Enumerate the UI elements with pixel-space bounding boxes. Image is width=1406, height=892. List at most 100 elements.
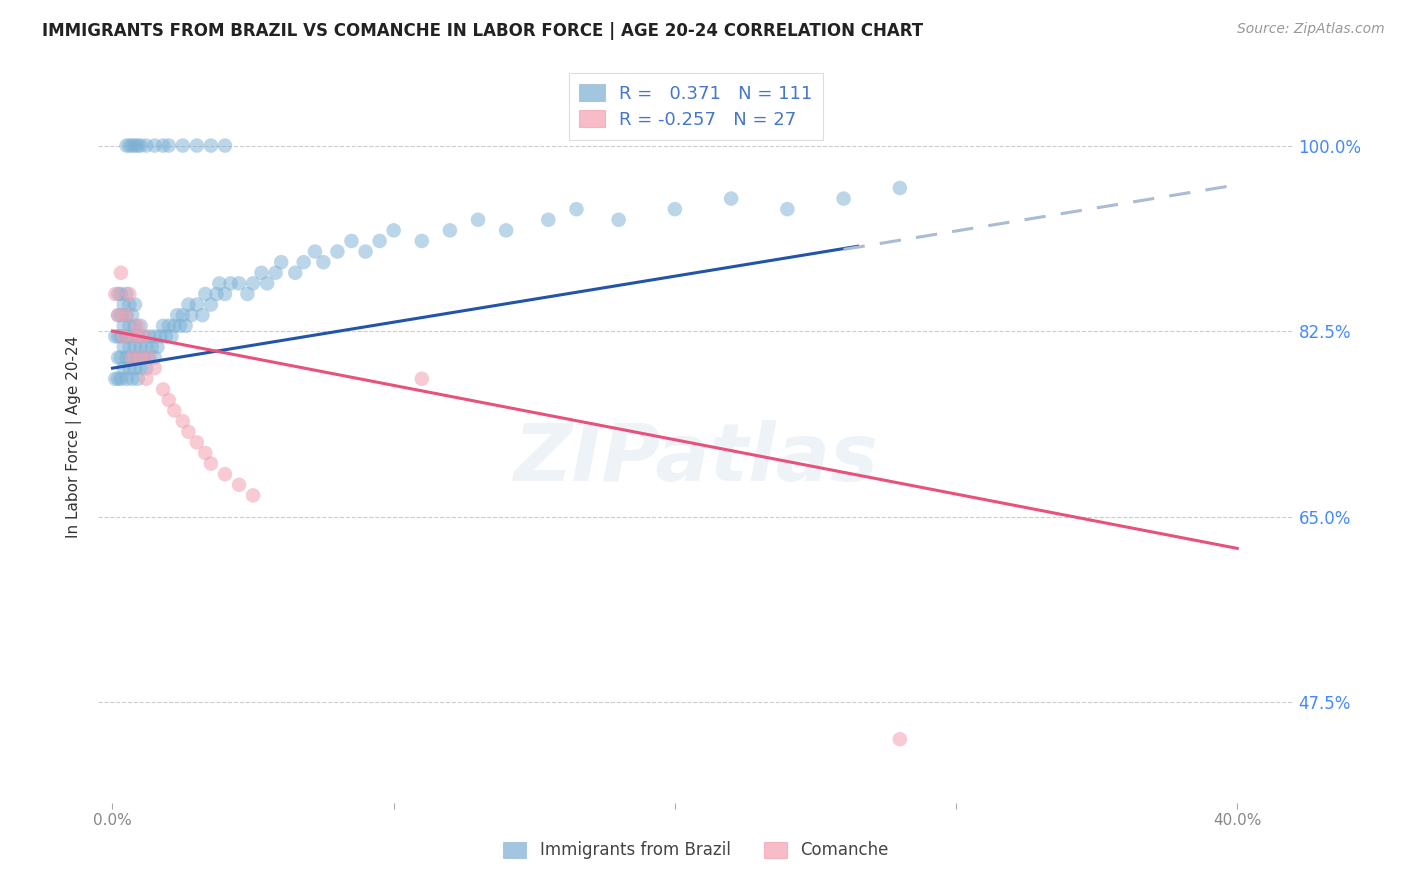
Point <box>160 329 183 343</box>
Point <box>565 202 588 216</box>
Point <box>143 361 166 376</box>
Point <box>115 308 138 322</box>
Point <box>107 308 129 322</box>
Point <box>186 138 208 153</box>
Point <box>776 202 799 216</box>
Point <box>256 277 278 291</box>
Point <box>127 318 149 333</box>
Point <box>194 287 217 301</box>
Point <box>163 403 186 417</box>
Point <box>354 244 377 259</box>
Point <box>132 329 155 343</box>
Point <box>124 297 146 311</box>
Point <box>152 318 174 333</box>
Point <box>250 266 273 280</box>
Point <box>110 372 132 386</box>
Point <box>368 234 391 248</box>
Point <box>127 372 149 386</box>
Text: ZIPatlas: ZIPatlas <box>513 420 879 498</box>
Point <box>107 372 129 386</box>
Point <box>124 318 146 333</box>
Point <box>121 329 143 343</box>
Point <box>132 351 155 365</box>
Point <box>382 223 405 237</box>
Point <box>112 297 135 311</box>
Point <box>112 329 135 343</box>
Point <box>411 372 433 386</box>
Point <box>121 351 143 365</box>
Point <box>104 329 127 343</box>
Point <box>270 255 292 269</box>
Point <box>194 446 217 460</box>
Point <box>228 477 250 491</box>
Point <box>118 138 141 153</box>
Point <box>135 138 157 153</box>
Point <box>169 318 191 333</box>
Point <box>205 287 228 301</box>
Point <box>138 351 160 365</box>
Point <box>135 340 157 354</box>
Text: Source: ZipAtlas.com: Source: ZipAtlas.com <box>1237 22 1385 37</box>
Point <box>127 138 149 153</box>
Point <box>115 308 138 322</box>
Point <box>107 351 129 365</box>
Point <box>889 181 911 195</box>
Point <box>200 457 222 471</box>
Point <box>191 308 214 322</box>
Point <box>172 138 194 153</box>
Point <box>180 308 202 322</box>
Point <box>118 297 141 311</box>
Point <box>132 329 155 343</box>
Point <box>129 351 152 365</box>
Point <box>664 202 686 216</box>
Point <box>118 361 141 376</box>
Point <box>112 361 135 376</box>
Point <box>141 340 163 354</box>
Point <box>115 372 138 386</box>
Point <box>129 340 152 354</box>
Point <box>186 435 208 450</box>
Point <box>124 329 146 343</box>
Point <box>104 287 127 301</box>
Point <box>135 372 157 386</box>
Point <box>110 266 132 280</box>
Point <box>228 277 250 291</box>
Point <box>200 138 222 153</box>
Point <box>236 287 259 301</box>
Point <box>124 138 146 153</box>
Point <box>138 351 160 365</box>
Point <box>118 340 141 354</box>
Point <box>121 351 143 365</box>
Point <box>242 277 264 291</box>
Point <box>304 244 326 259</box>
Point <box>129 361 152 376</box>
Point <box>242 488 264 502</box>
Point <box>143 138 166 153</box>
Point <box>174 318 197 333</box>
Point <box>214 138 236 153</box>
Point <box>115 138 138 153</box>
Point <box>340 234 363 248</box>
Point <box>146 340 169 354</box>
Point <box>155 329 177 343</box>
Point <box>219 277 242 291</box>
Point <box>312 255 335 269</box>
Point <box>157 318 180 333</box>
Point <box>124 340 146 354</box>
Point <box>115 287 138 301</box>
Point <box>152 138 174 153</box>
Point <box>607 212 630 227</box>
Point <box>411 234 433 248</box>
Y-axis label: In Labor Force | Age 20-24: In Labor Force | Age 20-24 <box>66 336 83 538</box>
Point <box>152 383 174 397</box>
Point <box>143 351 166 365</box>
Point <box>149 329 172 343</box>
Point <box>172 414 194 428</box>
Point <box>172 308 194 322</box>
Point <box>112 340 135 354</box>
Point <box>138 329 160 343</box>
Point <box>186 297 208 311</box>
Point <box>177 425 200 439</box>
Point <box>110 351 132 365</box>
Point <box>292 255 315 269</box>
